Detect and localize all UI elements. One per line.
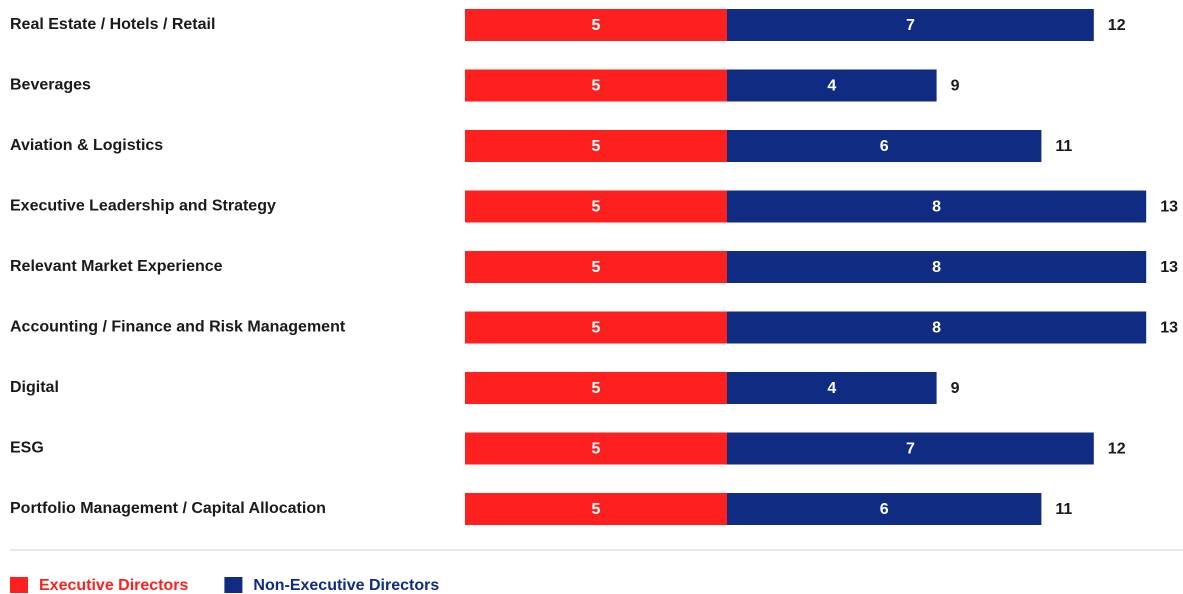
value-label: 5	[592, 380, 601, 397]
bar-segment	[727, 69, 937, 102]
bar-segment	[727, 130, 1042, 162]
value-label: 5	[592, 501, 601, 518]
legend-label: Executive Directors	[39, 577, 189, 594]
bar-segment	[465, 69, 727, 102]
value-label: 8	[932, 259, 941, 276]
bar-segment	[465, 493, 727, 525]
bar-segment	[727, 9, 1094, 41]
category-label: Executive Leadership and Strategy	[10, 198, 276, 215]
value-label: 5	[592, 199, 601, 216]
value-label: 5	[592, 320, 601, 337]
bar-segment	[727, 372, 937, 404]
category-label: Aviation & Logistics	[10, 137, 163, 154]
total-label: 9	[951, 380, 960, 397]
value-label: 8	[932, 320, 941, 337]
total-label: 11	[1055, 138, 1072, 155]
bar-segment	[727, 432, 1094, 465]
bar-segment	[465, 251, 727, 283]
bar-segment	[465, 372, 727, 404]
category-label: ESG	[10, 440, 44, 457]
category-label: Beverages	[10, 77, 91, 94]
category-label: Accounting / Finance and Risk Management	[10, 319, 346, 336]
value-label: 5	[592, 259, 601, 276]
bar-segment	[465, 190, 727, 223]
bar-segment	[727, 251, 1147, 283]
total-label: 13	[1160, 320, 1178, 337]
total-label: 12	[1108, 17, 1126, 34]
bar-segment	[727, 493, 1042, 525]
category-label: Relevant Market Experience	[10, 258, 223, 275]
bar-segment	[727, 311, 1147, 344]
bar-segment	[465, 9, 727, 41]
bar-segment	[727, 190, 1147, 223]
total-label: 12	[1108, 441, 1126, 458]
value-label: 7	[906, 17, 915, 34]
value-label: 8	[932, 199, 941, 216]
value-label: 5	[592, 78, 601, 95]
value-label: 4	[827, 380, 836, 397]
legend-swatch	[10, 577, 28, 593]
value-label: 5	[592, 138, 601, 155]
total-label: 11	[1055, 501, 1072, 518]
category-label: Real Estate / Hotels / Retail	[10, 16, 215, 33]
value-label: 5	[592, 441, 601, 458]
legend-swatch	[224, 577, 243, 593]
category-label: Portfolio Management / Capital Allocatio…	[10, 500, 326, 517]
bar-segment	[465, 311, 727, 344]
total-label: 13	[1160, 199, 1178, 216]
value-label: 7	[906, 441, 915, 458]
total-label: 13	[1160, 259, 1178, 276]
total-label: 9	[951, 78, 960, 95]
bar-segment	[465, 432, 727, 465]
value-label: 5	[592, 17, 601, 34]
value-label: 6	[880, 501, 889, 518]
value-label: 6	[880, 138, 889, 155]
category-label: Digital	[10, 379, 59, 396]
legend-label: Non-Executive Directors	[253, 577, 439, 594]
bar-segment	[465, 130, 727, 162]
value-label: 4	[827, 78, 836, 95]
